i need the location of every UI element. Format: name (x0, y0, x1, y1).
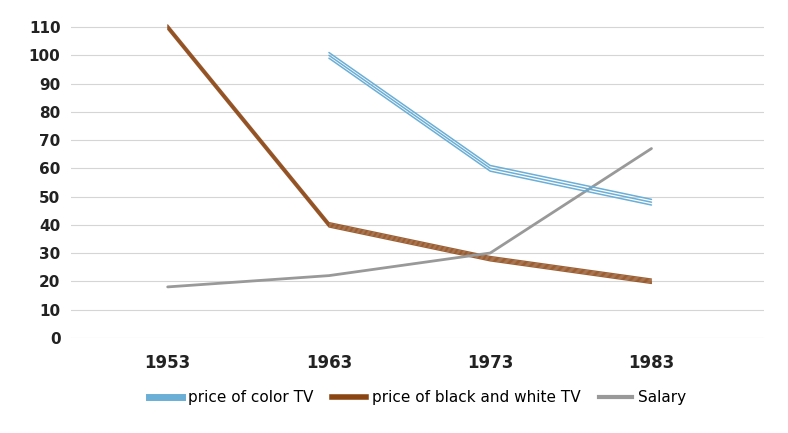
Legend: price of color TV, price of black and white TV, Salary: price of color TV, price of black and wh… (143, 385, 693, 412)
